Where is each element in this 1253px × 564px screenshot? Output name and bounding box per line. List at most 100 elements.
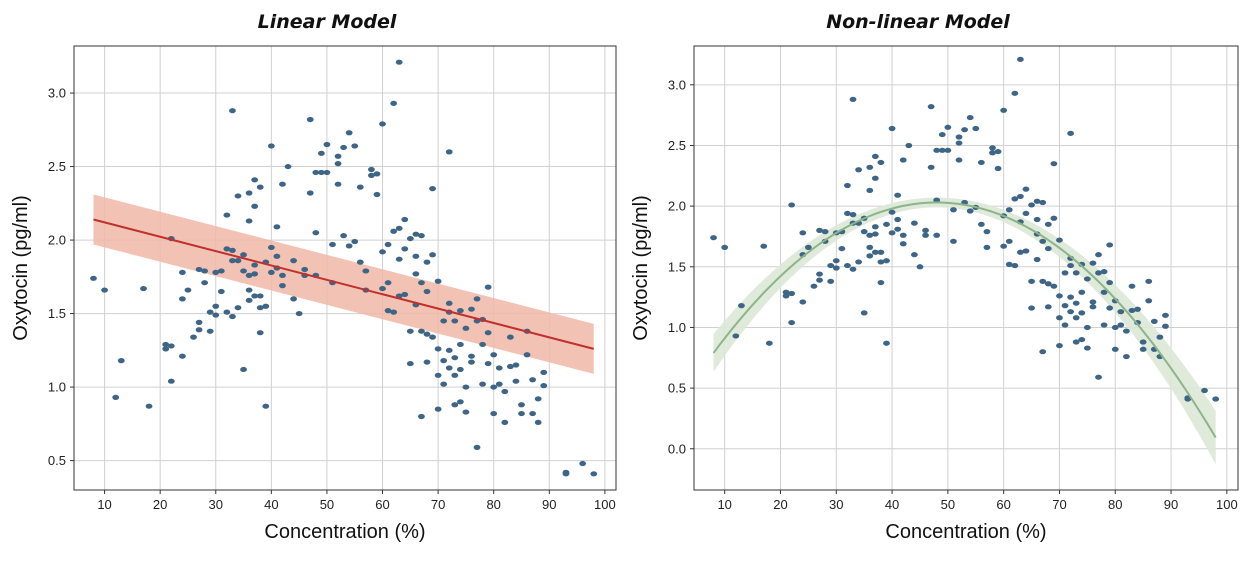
data-point xyxy=(462,384,470,390)
data-point xyxy=(245,190,253,196)
data-point xyxy=(816,271,823,277)
data-point xyxy=(871,249,879,255)
data-point xyxy=(490,384,498,390)
x-tick-label: 30 xyxy=(209,497,223,512)
data-point xyxy=(1000,243,1008,249)
data-point xyxy=(899,157,907,163)
data-point xyxy=(927,104,935,110)
data-point xyxy=(721,244,729,250)
y-tick-label: 1.0 xyxy=(48,380,66,395)
data-point xyxy=(390,228,398,234)
data-point xyxy=(1156,334,1164,340)
data-point xyxy=(788,202,796,208)
data-point xyxy=(799,230,807,236)
data-point xyxy=(1078,289,1086,295)
data-point xyxy=(916,264,924,270)
data-point xyxy=(468,359,475,365)
data-point xyxy=(1033,198,1041,204)
data-point xyxy=(440,381,448,387)
data-point xyxy=(495,381,503,387)
data-point xyxy=(765,340,773,346)
data-point xyxy=(440,318,448,324)
data-point xyxy=(1000,107,1008,113)
data-point xyxy=(401,216,409,223)
data-point xyxy=(821,229,829,235)
data-point xyxy=(1044,281,1052,287)
y-tick-label: 1.0 xyxy=(668,320,686,335)
x-tick-label: 100 xyxy=(594,497,616,512)
data-point xyxy=(512,378,520,384)
data-point xyxy=(390,100,398,106)
data-point xyxy=(245,297,253,303)
data-point xyxy=(340,233,348,239)
data-point xyxy=(445,300,453,306)
data-point xyxy=(816,227,823,233)
data-point xyxy=(395,59,403,65)
y-axis-label: Oxytocin (pg/ml) xyxy=(630,195,652,341)
data-point xyxy=(1123,328,1130,334)
data-point xyxy=(905,142,913,149)
data-point xyxy=(1028,278,1035,284)
data-point xyxy=(201,268,209,274)
x-tick-label: 50 xyxy=(941,497,955,512)
data-point xyxy=(506,363,514,370)
data-point xyxy=(989,150,996,156)
y-tick-label: 3.0 xyxy=(668,77,686,92)
data-point xyxy=(1050,161,1058,167)
data-point xyxy=(484,284,492,290)
data-point xyxy=(429,334,436,340)
data-point xyxy=(782,289,790,295)
chart-title: Linear Model xyxy=(258,11,397,33)
x-tick-label: 40 xyxy=(885,497,899,512)
data-point xyxy=(1089,304,1097,310)
chart-title: Non-linear Model xyxy=(826,11,1010,33)
data-point xyxy=(245,287,253,293)
x-tick-label: 90 xyxy=(542,497,556,512)
data-point xyxy=(927,164,935,170)
data-point xyxy=(456,399,464,405)
data-point xyxy=(1005,261,1013,267)
data-point xyxy=(1056,343,1063,349)
data-point xyxy=(1017,249,1024,255)
data-point xyxy=(1050,283,1058,289)
data-point xyxy=(384,308,392,314)
data-point xyxy=(473,444,481,450)
data-point xyxy=(844,182,851,189)
data-point xyxy=(732,333,740,339)
data-point xyxy=(1201,387,1208,394)
data-point xyxy=(1061,270,1069,276)
data-point xyxy=(479,381,486,387)
data-point xyxy=(871,153,879,159)
y-tick-label: 2.5 xyxy=(48,159,66,174)
x-tick-label: 70 xyxy=(431,497,445,512)
data-point xyxy=(279,272,286,278)
data-point xyxy=(866,187,874,193)
data-point xyxy=(418,328,425,334)
data-point xyxy=(1022,186,1030,192)
data-point xyxy=(888,209,896,215)
x-axis-label: Concentration (%) xyxy=(885,521,1046,543)
data-point xyxy=(1111,324,1119,331)
data-point xyxy=(1139,339,1147,345)
data-point xyxy=(373,171,381,177)
data-point xyxy=(1100,269,1108,275)
plot-frame xyxy=(693,45,1239,491)
data-point xyxy=(329,241,336,248)
data-point xyxy=(760,243,768,249)
data-point xyxy=(579,460,587,467)
data-point xyxy=(1017,56,1024,62)
data-point xyxy=(512,362,520,368)
data-point xyxy=(849,96,857,102)
data-point xyxy=(955,134,963,140)
data-point xyxy=(356,259,364,265)
x-tick-label: 50 xyxy=(320,497,334,512)
data-point xyxy=(451,402,459,408)
data-point xyxy=(933,232,941,238)
data-point xyxy=(256,184,264,190)
x-tick-label: 100 xyxy=(1216,497,1238,512)
data-point xyxy=(395,225,403,231)
data-point xyxy=(234,193,242,199)
data-point xyxy=(290,296,297,302)
data-point xyxy=(418,233,425,239)
